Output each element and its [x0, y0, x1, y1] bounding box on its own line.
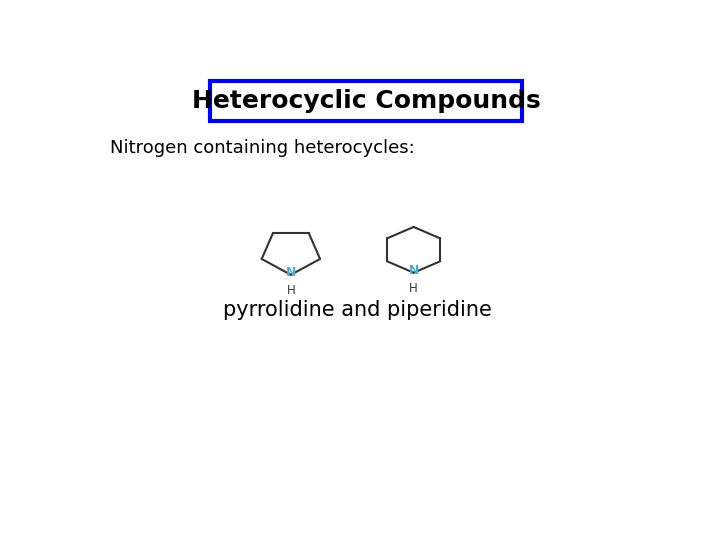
FancyBboxPatch shape	[210, 82, 523, 121]
Text: Nitrogen containing heterocycles:: Nitrogen containing heterocycles:	[109, 139, 414, 157]
Text: N: N	[286, 266, 296, 279]
Text: H: H	[409, 282, 418, 295]
Text: H: H	[287, 284, 295, 297]
Text: N: N	[408, 264, 419, 276]
Text: pyrrolidine and piperidine: pyrrolidine and piperidine	[223, 300, 492, 320]
Text: Heterocyclic Compounds: Heterocyclic Compounds	[192, 89, 541, 113]
